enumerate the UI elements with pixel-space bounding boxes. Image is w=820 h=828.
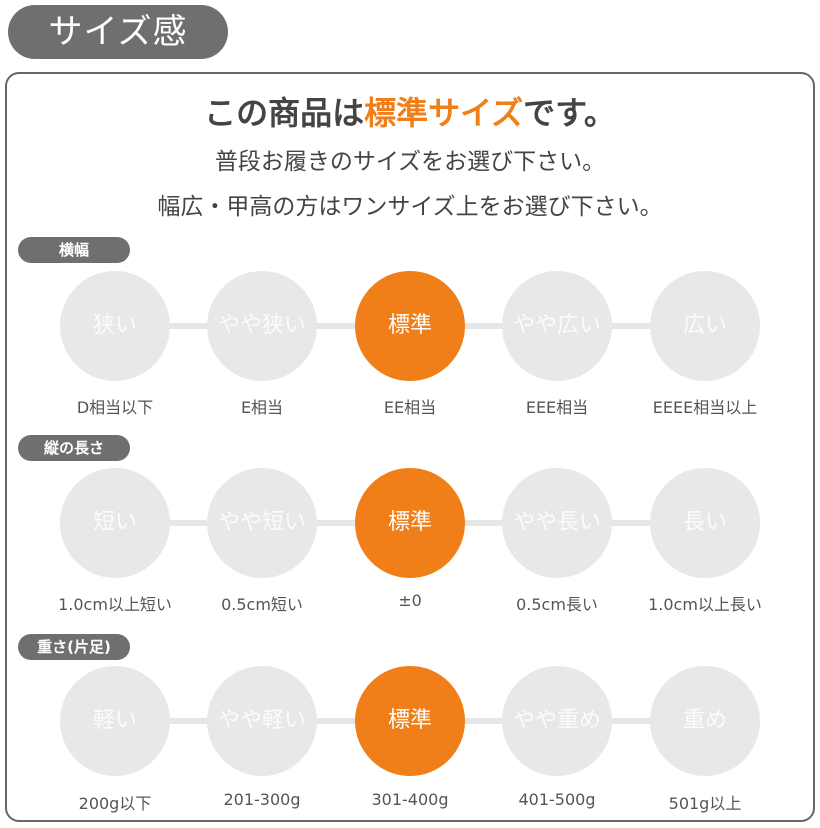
scale-option: 軽い: [60, 666, 170, 776]
scale-row: 短い やや短い 標準 やや長い 長い: [0, 463, 820, 583]
scale-option: 重め: [650, 666, 760, 776]
instruction-line-2: 幅広・甲高の方はワンサイズ上をお選び下さい。: [157, 194, 663, 220]
scale-option: やや短い: [207, 468, 317, 578]
instruction-line-1: 普段お履きのサイズをお選び下さい。: [214, 149, 606, 175]
section-label: 横幅: [18, 237, 130, 263]
section-label: 重さ(片足): [18, 634, 130, 660]
scale-option: 広い: [650, 271, 760, 381]
scale-caption: 0.5cm短い: [221, 595, 303, 614]
scale-caption: D相当以下: [76, 398, 154, 417]
scale-caption: 301-400g: [371, 790, 449, 809]
scale-caption: E相当: [240, 398, 284, 417]
scale-option: 長い: [650, 468, 760, 578]
scale-caption: 501g以上: [668, 794, 742, 813]
section-label: 縦の長さ: [18, 435, 130, 461]
size-panel: [5, 72, 815, 822]
scale-caption: 1.0cm以上短い: [58, 595, 172, 614]
scale-option: 短い: [60, 468, 170, 578]
scale-option: やや軽い: [207, 666, 317, 776]
scale-caption: 401-500g: [518, 790, 596, 809]
scale-option: やや広い: [502, 271, 612, 381]
scale-caption: EEEE相当以上: [652, 398, 758, 417]
scale-caption: 200g以下: [78, 794, 152, 813]
scale-option: やや長い: [502, 468, 612, 578]
headline-prefix: この商品は: [204, 94, 365, 132]
headline: この商品は標準サイズです。: [0, 88, 820, 134]
scale-option-selected: 標準: [355, 271, 465, 381]
scale-option-selected: 標準: [355, 468, 465, 578]
headline-suffix: です。: [523, 94, 616, 132]
scale-caption: 201-300g: [223, 790, 301, 809]
scale-option: やや狭い: [207, 271, 317, 381]
scale-option-selected: 標準: [355, 666, 465, 776]
scale-caption: EEE相当: [525, 398, 589, 417]
section-title: サイズ感: [8, 5, 228, 59]
scale-row: 軽い やや軽い 標準 やや重め 重め: [0, 661, 820, 781]
scale-option: やや重め: [502, 666, 612, 776]
scale-row: 狭い やや狭い 標準 やや広い 広い: [0, 266, 820, 386]
headline-accent: 標準サイズ: [364, 94, 524, 132]
scale-caption: EE相当: [383, 398, 437, 417]
scale-caption: 0.5cm長い: [516, 595, 598, 614]
scale-option: 狭い: [60, 271, 170, 381]
scale-caption: 1.0cm以上長い: [648, 595, 762, 614]
scale-caption: ±0: [398, 591, 422, 610]
